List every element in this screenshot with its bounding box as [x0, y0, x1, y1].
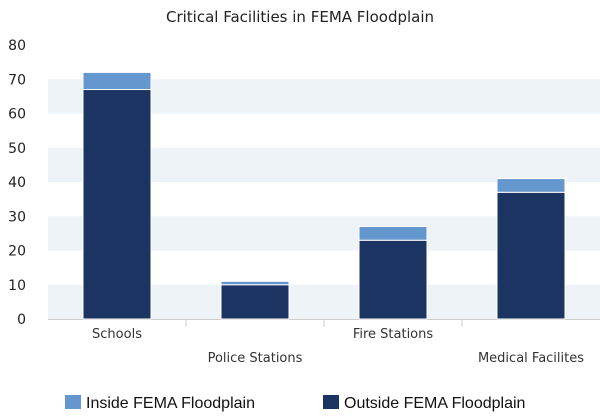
y-axis: 0 10 20 30 40 50 60 70 80: [8, 38, 26, 328]
y-tick-label: 80: [8, 38, 26, 54]
x-tick-label: Medical Facilites: [478, 351, 584, 366]
y-tick-label: 0: [17, 312, 26, 328]
bars: [82, 71, 566, 320]
y-tick-label: 20: [8, 244, 26, 260]
legend-label: Inside FEMA Floodplain: [86, 395, 255, 412]
x-axis: Schools Police Stations Fire Stations Medic…: [48, 319, 600, 366]
x-tick-label: Schools: [92, 327, 142, 342]
y-tick-label: 40: [8, 175, 26, 191]
legend-swatch: [65, 395, 81, 409]
y-tick-label: 30: [8, 209, 26, 225]
chart-title: Critical Facilities in FEMA Floodplain: [166, 8, 434, 26]
bar-segment: [496, 191, 566, 320]
bar-segment: [220, 284, 290, 320]
x-tick-label: Police Stations: [208, 351, 303, 366]
bar-segment: [82, 89, 152, 320]
y-tick-label: 10: [8, 278, 26, 294]
y-tick-label: 60: [8, 107, 26, 123]
bar-segment: [82, 71, 152, 91]
legend-label: Outside FEMA Floodplain: [344, 395, 525, 412]
bar-segment: [358, 226, 428, 241]
bar-segment: [220, 280, 290, 286]
x-tick-label: Fire Stations: [353, 327, 434, 342]
bar-segment: [496, 178, 566, 193]
y-tick-label: 70: [8, 72, 26, 88]
legend-swatch: [323, 395, 339, 409]
y-tick-label: 50: [8, 141, 26, 157]
legend: Inside FEMA Floodplain Outside FEMA Flood…: [65, 395, 525, 412]
bar-segment: [358, 239, 428, 320]
